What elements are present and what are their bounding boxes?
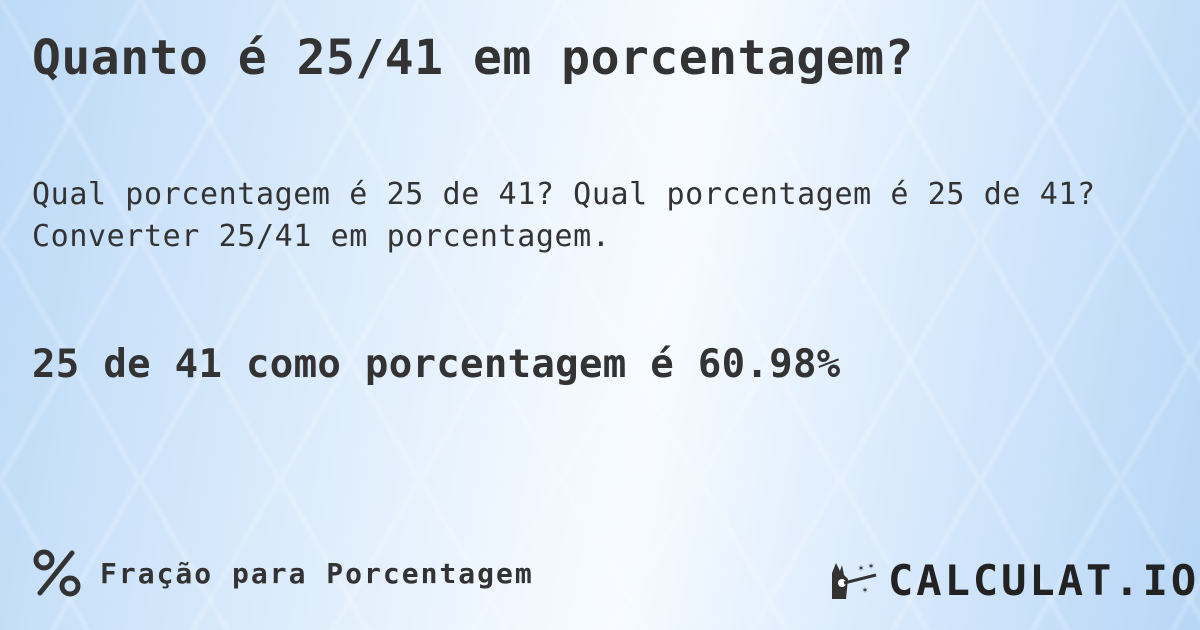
- page-title: Quanto é 25/41 em porcentagem?: [32, 30, 914, 86]
- category-link[interactable]: Fração para Porcentagem: [32, 548, 534, 598]
- percent-icon: [33, 549, 81, 597]
- logo-text: CALCULAT.IO: [888, 556, 1200, 605]
- svg-text:✶: ✶: [862, 585, 868, 596]
- description: Qual porcentagem é 25 de 41? Qual porcen…: [32, 177, 1096, 254]
- magic-hand-wand-icon: ✶ ✶ ✶: [832, 561, 877, 599]
- category-label: Fração para Porcentagem: [100, 556, 534, 590]
- answer: 25 de 41 como porcentagem é 60.98%: [32, 342, 841, 387]
- logo[interactable]: ✶ ✶ ✶ CALCULAT.IO: [828, 556, 1199, 605]
- svg-text:✶: ✶: [868, 561, 874, 572]
- svg-text:✶: ✶: [858, 563, 864, 574]
